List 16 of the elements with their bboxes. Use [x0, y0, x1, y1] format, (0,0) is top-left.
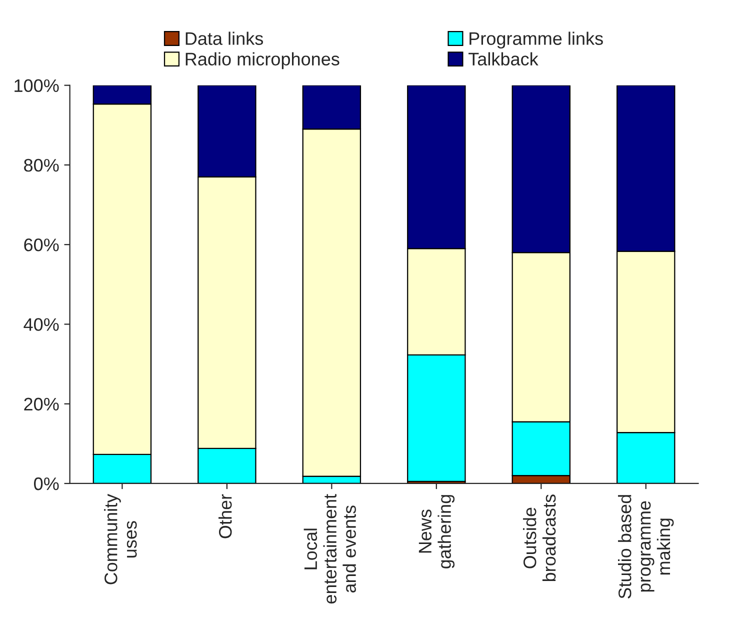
- y-tick-label: 0%: [34, 477, 59, 490]
- legend-label: Programme links: [470, 32, 603, 49]
- x-tick-label: News gathering: [418, 495, 455, 568]
- x-tick-label: Community uses: [104, 494, 137, 584]
- y-tick-label: 20%: [24, 398, 59, 411]
- y-tick-label: 40%: [24, 318, 59, 331]
- legend-label: Data links: [186, 32, 263, 45]
- x-tick-label: Other: [218, 494, 232, 538]
- legend-label: Radio microphones: [186, 52, 340, 70]
- y-tick-label: 100%: [14, 79, 59, 92]
- legend-label: Talkback: [468, 52, 538, 66]
- x-tick-label: Outside broadcasts: [523, 494, 556, 582]
- x-tick-label: Local entertainment and events: [304, 494, 356, 604]
- y-tick-label: 60%: [24, 238, 59, 252]
- x-tick-label: Studio based programme making: [618, 495, 674, 598]
- y-tick-label: 80%: [24, 158, 59, 172]
